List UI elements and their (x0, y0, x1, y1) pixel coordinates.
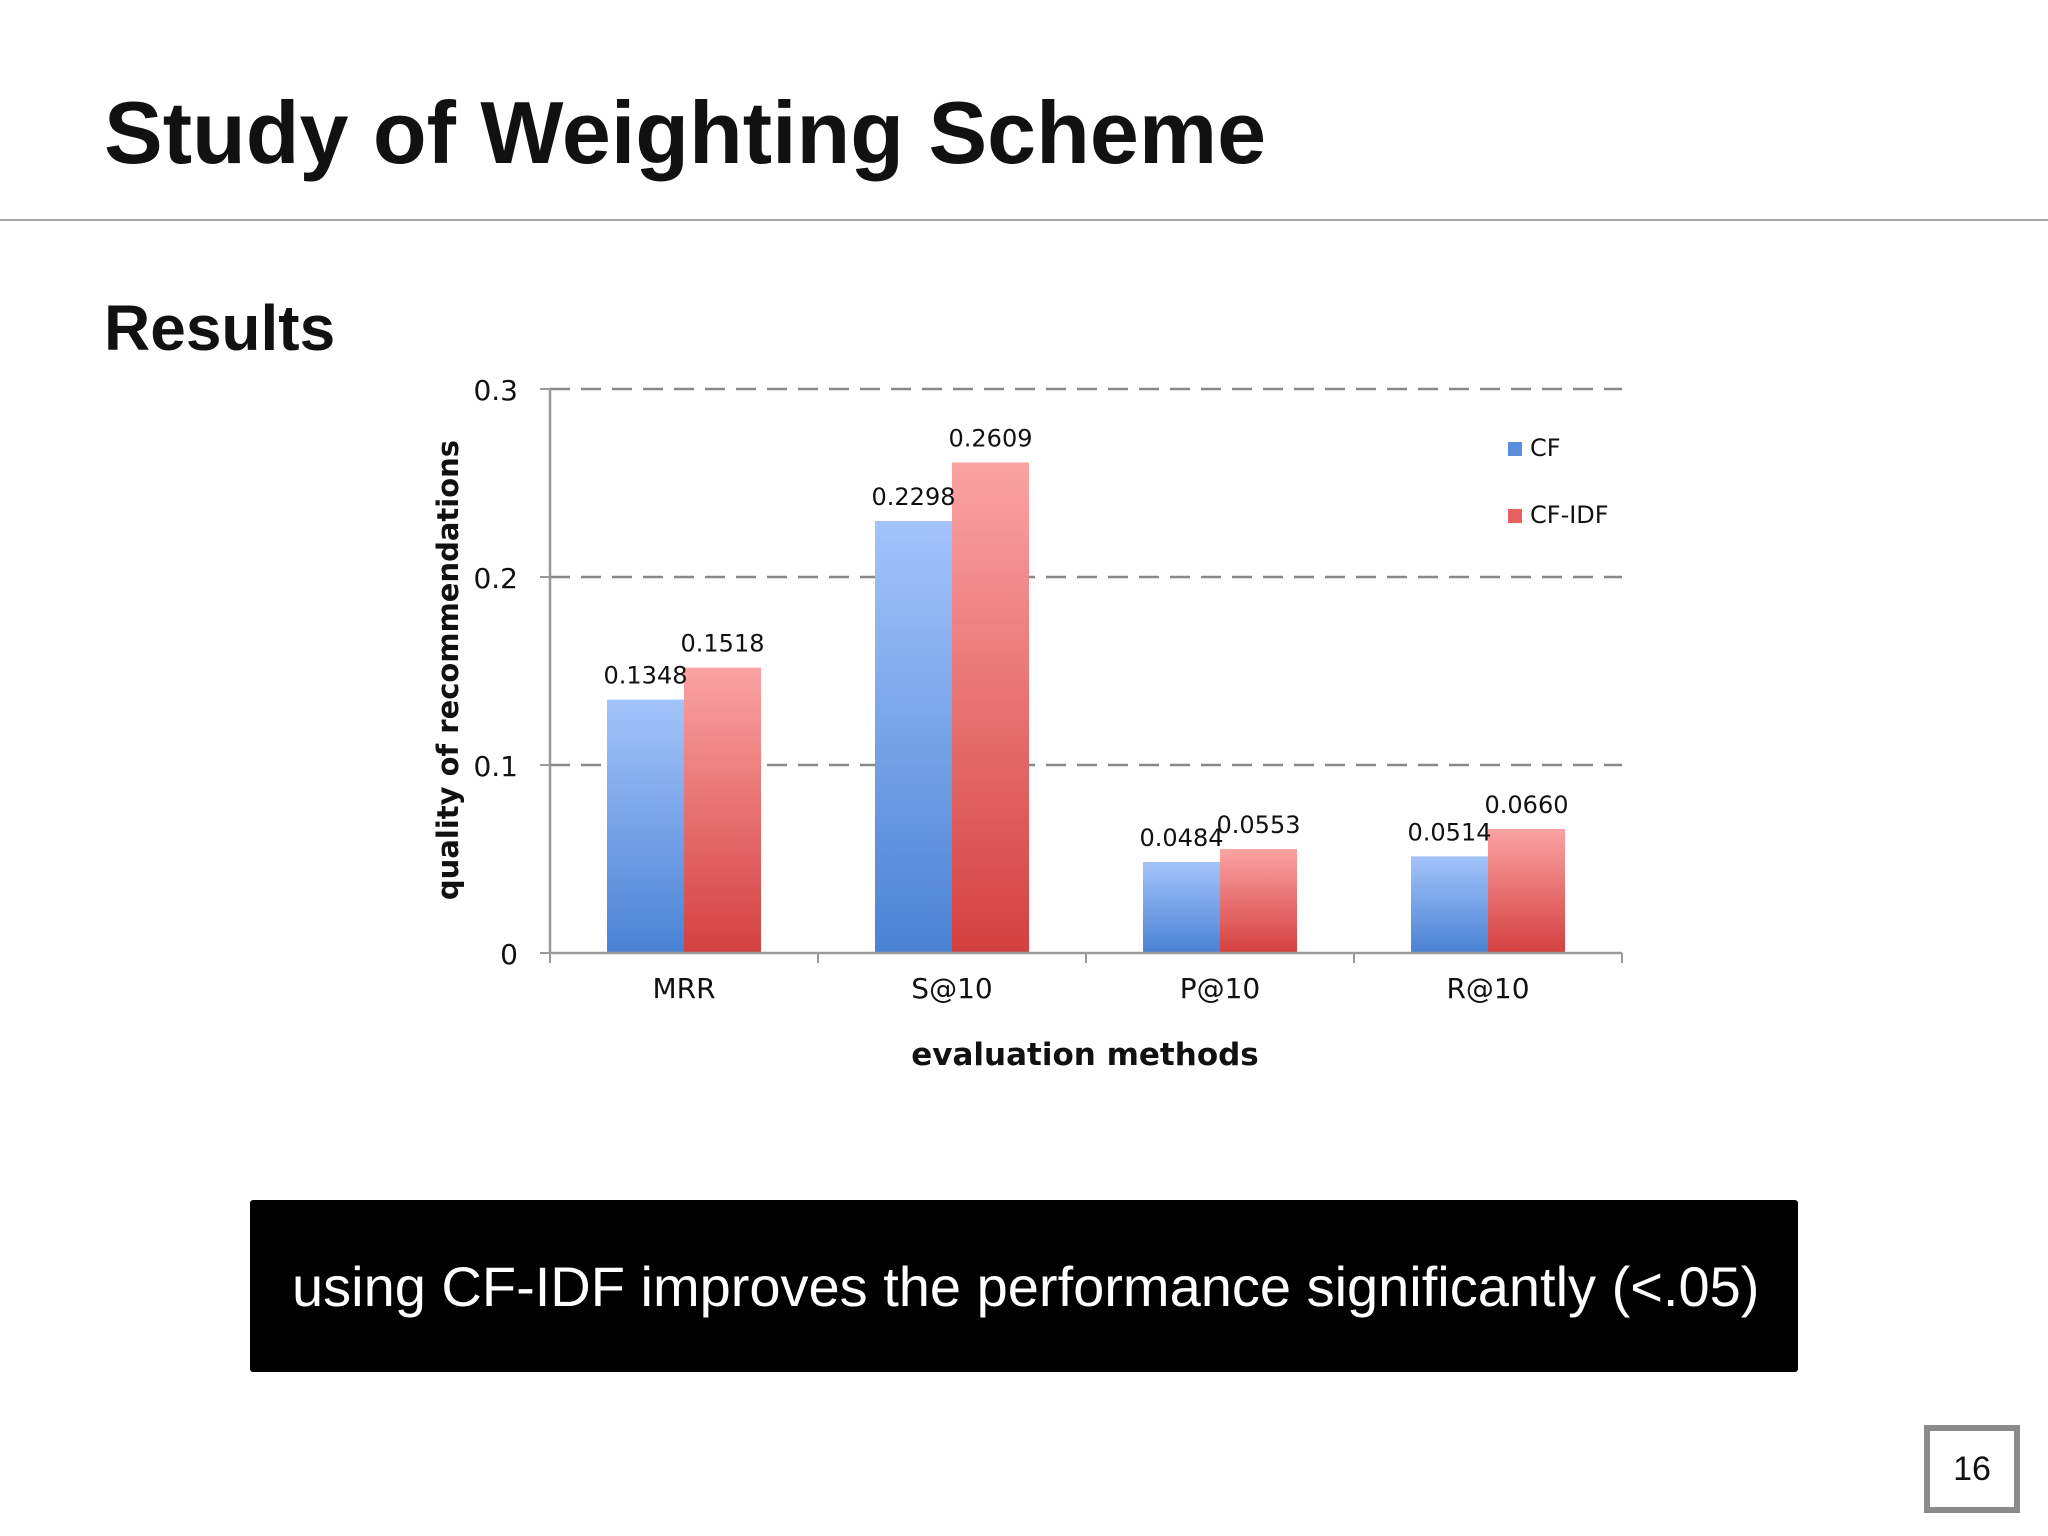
bars (607, 462, 1565, 953)
callout-text: using CF-IDF improves the performance si… (292, 1254, 1760, 1318)
gridlines (550, 387, 1622, 767)
data-label: 0.0660 (1485, 791, 1569, 819)
x-tick-label: MRR (652, 972, 715, 1005)
data-label: 0.1348 (604, 662, 688, 690)
bar-cf-idf (684, 667, 761, 953)
page-number: 16 (1924, 1425, 2020, 1513)
legend: CF CF-IDF (1508, 434, 1609, 529)
x-axis: MRR S@10 P@10 R@10 (549, 951, 1623, 1005)
y-tick-label: 0 (500, 938, 518, 971)
legend-swatch (1508, 509, 1522, 523)
legend-swatch (1508, 442, 1522, 456)
data-label: 0.2298 (872, 483, 956, 511)
bar-cf (1143, 862, 1220, 953)
bar-cf-idf (952, 462, 1029, 953)
conclusion-callout: using CF-IDF improves the performance si… (250, 1200, 1798, 1372)
x-tick-label: R@10 (1446, 972, 1529, 1005)
title-divider (0, 219, 2048, 221)
legend-label: CF-IDF (1530, 501, 1609, 529)
bar-cf (607, 699, 684, 953)
data-label: 0.1518 (681, 630, 765, 658)
y-tick-label: 0.3 (473, 374, 518, 407)
x-axis-title: evaluation methods (911, 1037, 1259, 1073)
bar-cf (875, 520, 952, 953)
y-tick-label: 0.1 (473, 750, 518, 783)
x-tick-label: P@10 (1180, 972, 1261, 1005)
data-label: 0.0484 (1140, 824, 1224, 852)
y-axis-title: quality of recommendations (431, 440, 465, 900)
bar-cf-idf (1220, 849, 1297, 953)
y-axis: 0 0.1 0.2 0.3 (473, 374, 552, 971)
data-label: 0.0514 (1408, 818, 1492, 846)
slide-title: Study of Weighting Scheme (104, 83, 1267, 182)
x-tick-label: S@10 (911, 972, 992, 1005)
bar-cf (1411, 856, 1488, 953)
bar-cf-idf (1488, 828, 1565, 953)
section-heading: Results (104, 292, 336, 364)
data-label: 0.2609 (949, 425, 1033, 453)
data-label: 0.0553 (1217, 811, 1301, 839)
y-tick-label: 0.2 (473, 562, 518, 595)
legend-label: CF (1530, 434, 1561, 462)
